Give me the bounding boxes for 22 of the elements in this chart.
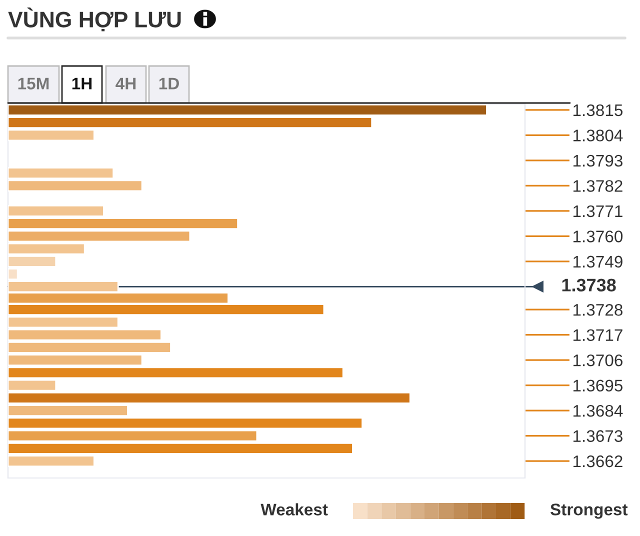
y-tick-label: 1.3717 [573,329,622,342]
y-tick-label: 1.3695 [573,380,622,392]
y-tick-label: 1.3815 [573,104,622,116]
y-tick-label: 1.3662 [573,455,622,468]
ref-line-label: 1.3738 [562,278,616,292]
y-tick-label: 1.3728 [573,304,622,316]
y-tick-label: 1.3793 [573,154,622,167]
y-tick-label: 1.3760 [573,230,623,242]
y-tick-label: 1.3673 [573,430,622,442]
y-tick-label: 1.3771 [573,205,622,218]
y-tick-label: 1.3684 [573,404,623,417]
y-tick-label: 1.3706 [573,354,622,366]
chart-title: VÙNG HỢP LƯU [8,8,181,32]
text: 1H [72,78,92,90]
y-tick-label: 1.3804 [573,130,623,142]
text: 1D [159,78,179,90]
y-tick-label: 1.3749 [573,256,622,268]
y-tick-label: 1.3782 [573,180,622,192]
text: Weakest [260,503,328,516]
text: 4H [116,78,136,90]
text: Strongest [550,504,628,519]
text: 15M [18,78,49,90]
